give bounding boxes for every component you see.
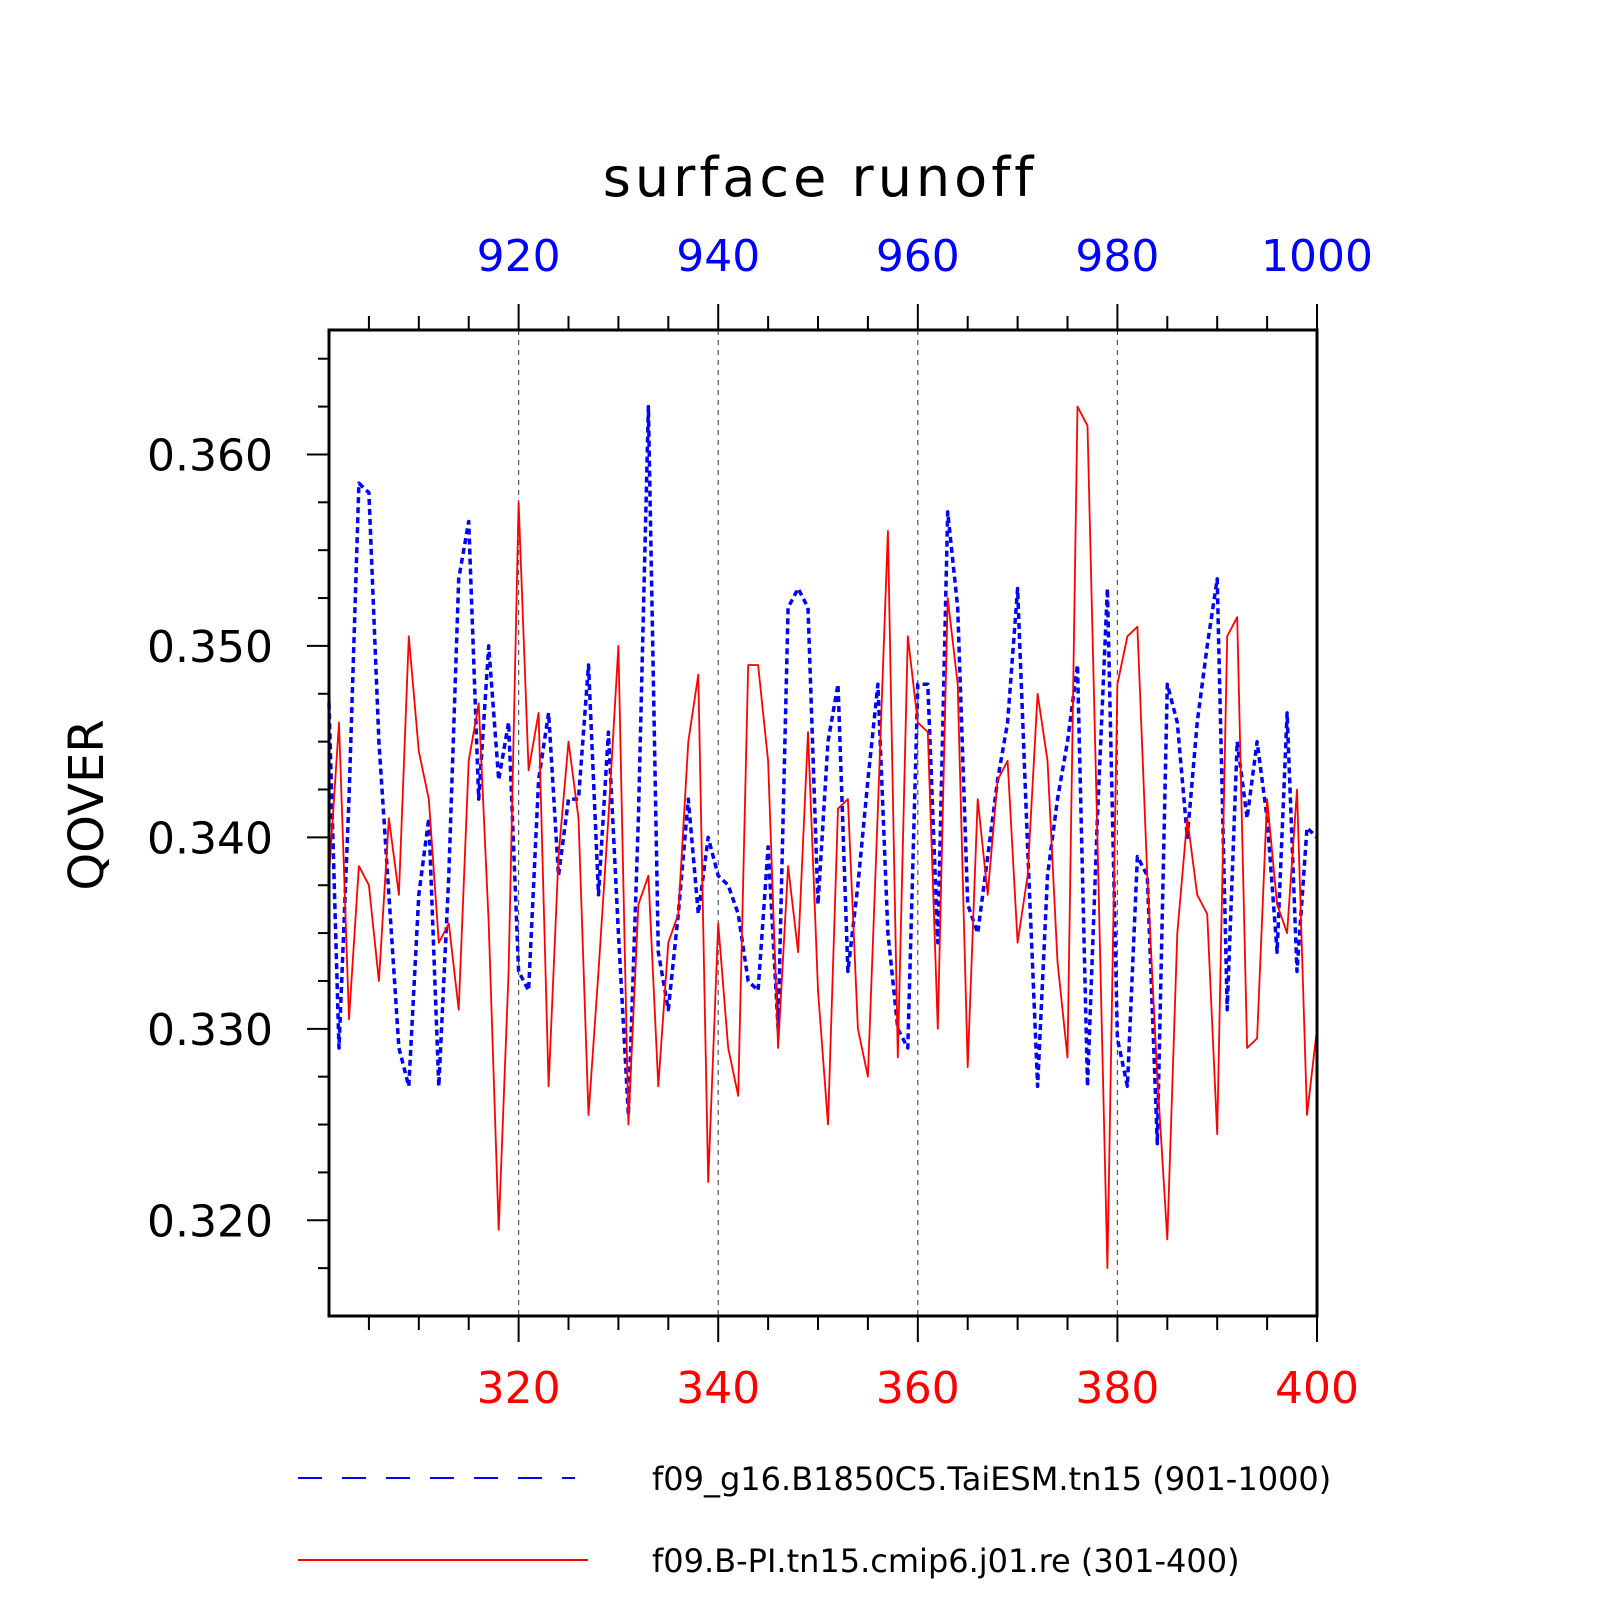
top-tick-label: 960 [876,231,960,282]
legend-item-red: f09.B-PI.tn15.cmip6.j01.re (301-400) [298,1542,1240,1580]
axes-layer: 0.320 0.330 0.340 0.350 0.360 320 340 360 380 400… [147,231,1373,1414]
bottom-tick-label: 400 [1275,1363,1359,1414]
top-tick-label: 940 [676,231,760,282]
bottom-tick-label: 320 [477,1363,561,1414]
series-line-blue [327,404,1319,1146]
legend-label-red: f09.B-PI.tn15.cmip6.j01.re (301-400) [652,1542,1240,1580]
legend-item-blue: f09_g16.B1850C5.TaiESM.tn15 (901-1000) [298,1460,1331,1498]
legend: f09_g16.B1850C5.TaiESM.tn15 (901-1000) f… [298,1460,1331,1580]
y-tick-label: 0.350 [147,622,273,673]
top-tick-label: 1000 [1261,231,1373,282]
y-tick-label: 0.320 [147,1196,273,1247]
y-tick-label: 0.340 [147,813,273,864]
series-line-red [328,405,1318,1269]
series-layer [327,404,1319,1269]
bottom-tick-label: 380 [1075,1363,1159,1414]
top-tick-label: 980 [1075,231,1159,282]
y-tick-label: 0.330 [147,1005,273,1056]
top-tick-label: 920 [477,231,561,282]
chart-title: surface runoff [603,146,1037,209]
bottom-tick-label: 340 [676,1363,760,1414]
y-tick-label: 0.360 [147,430,273,481]
y-axis-label: QOVER [59,719,115,890]
bottom-tick-label: 360 [876,1363,960,1414]
grid-lines [518,330,1119,1316]
legend-label-blue: f09_g16.B1850C5.TaiESM.tn15 (901-1000) [652,1460,1331,1498]
plot-frame [327,328,1319,1318]
